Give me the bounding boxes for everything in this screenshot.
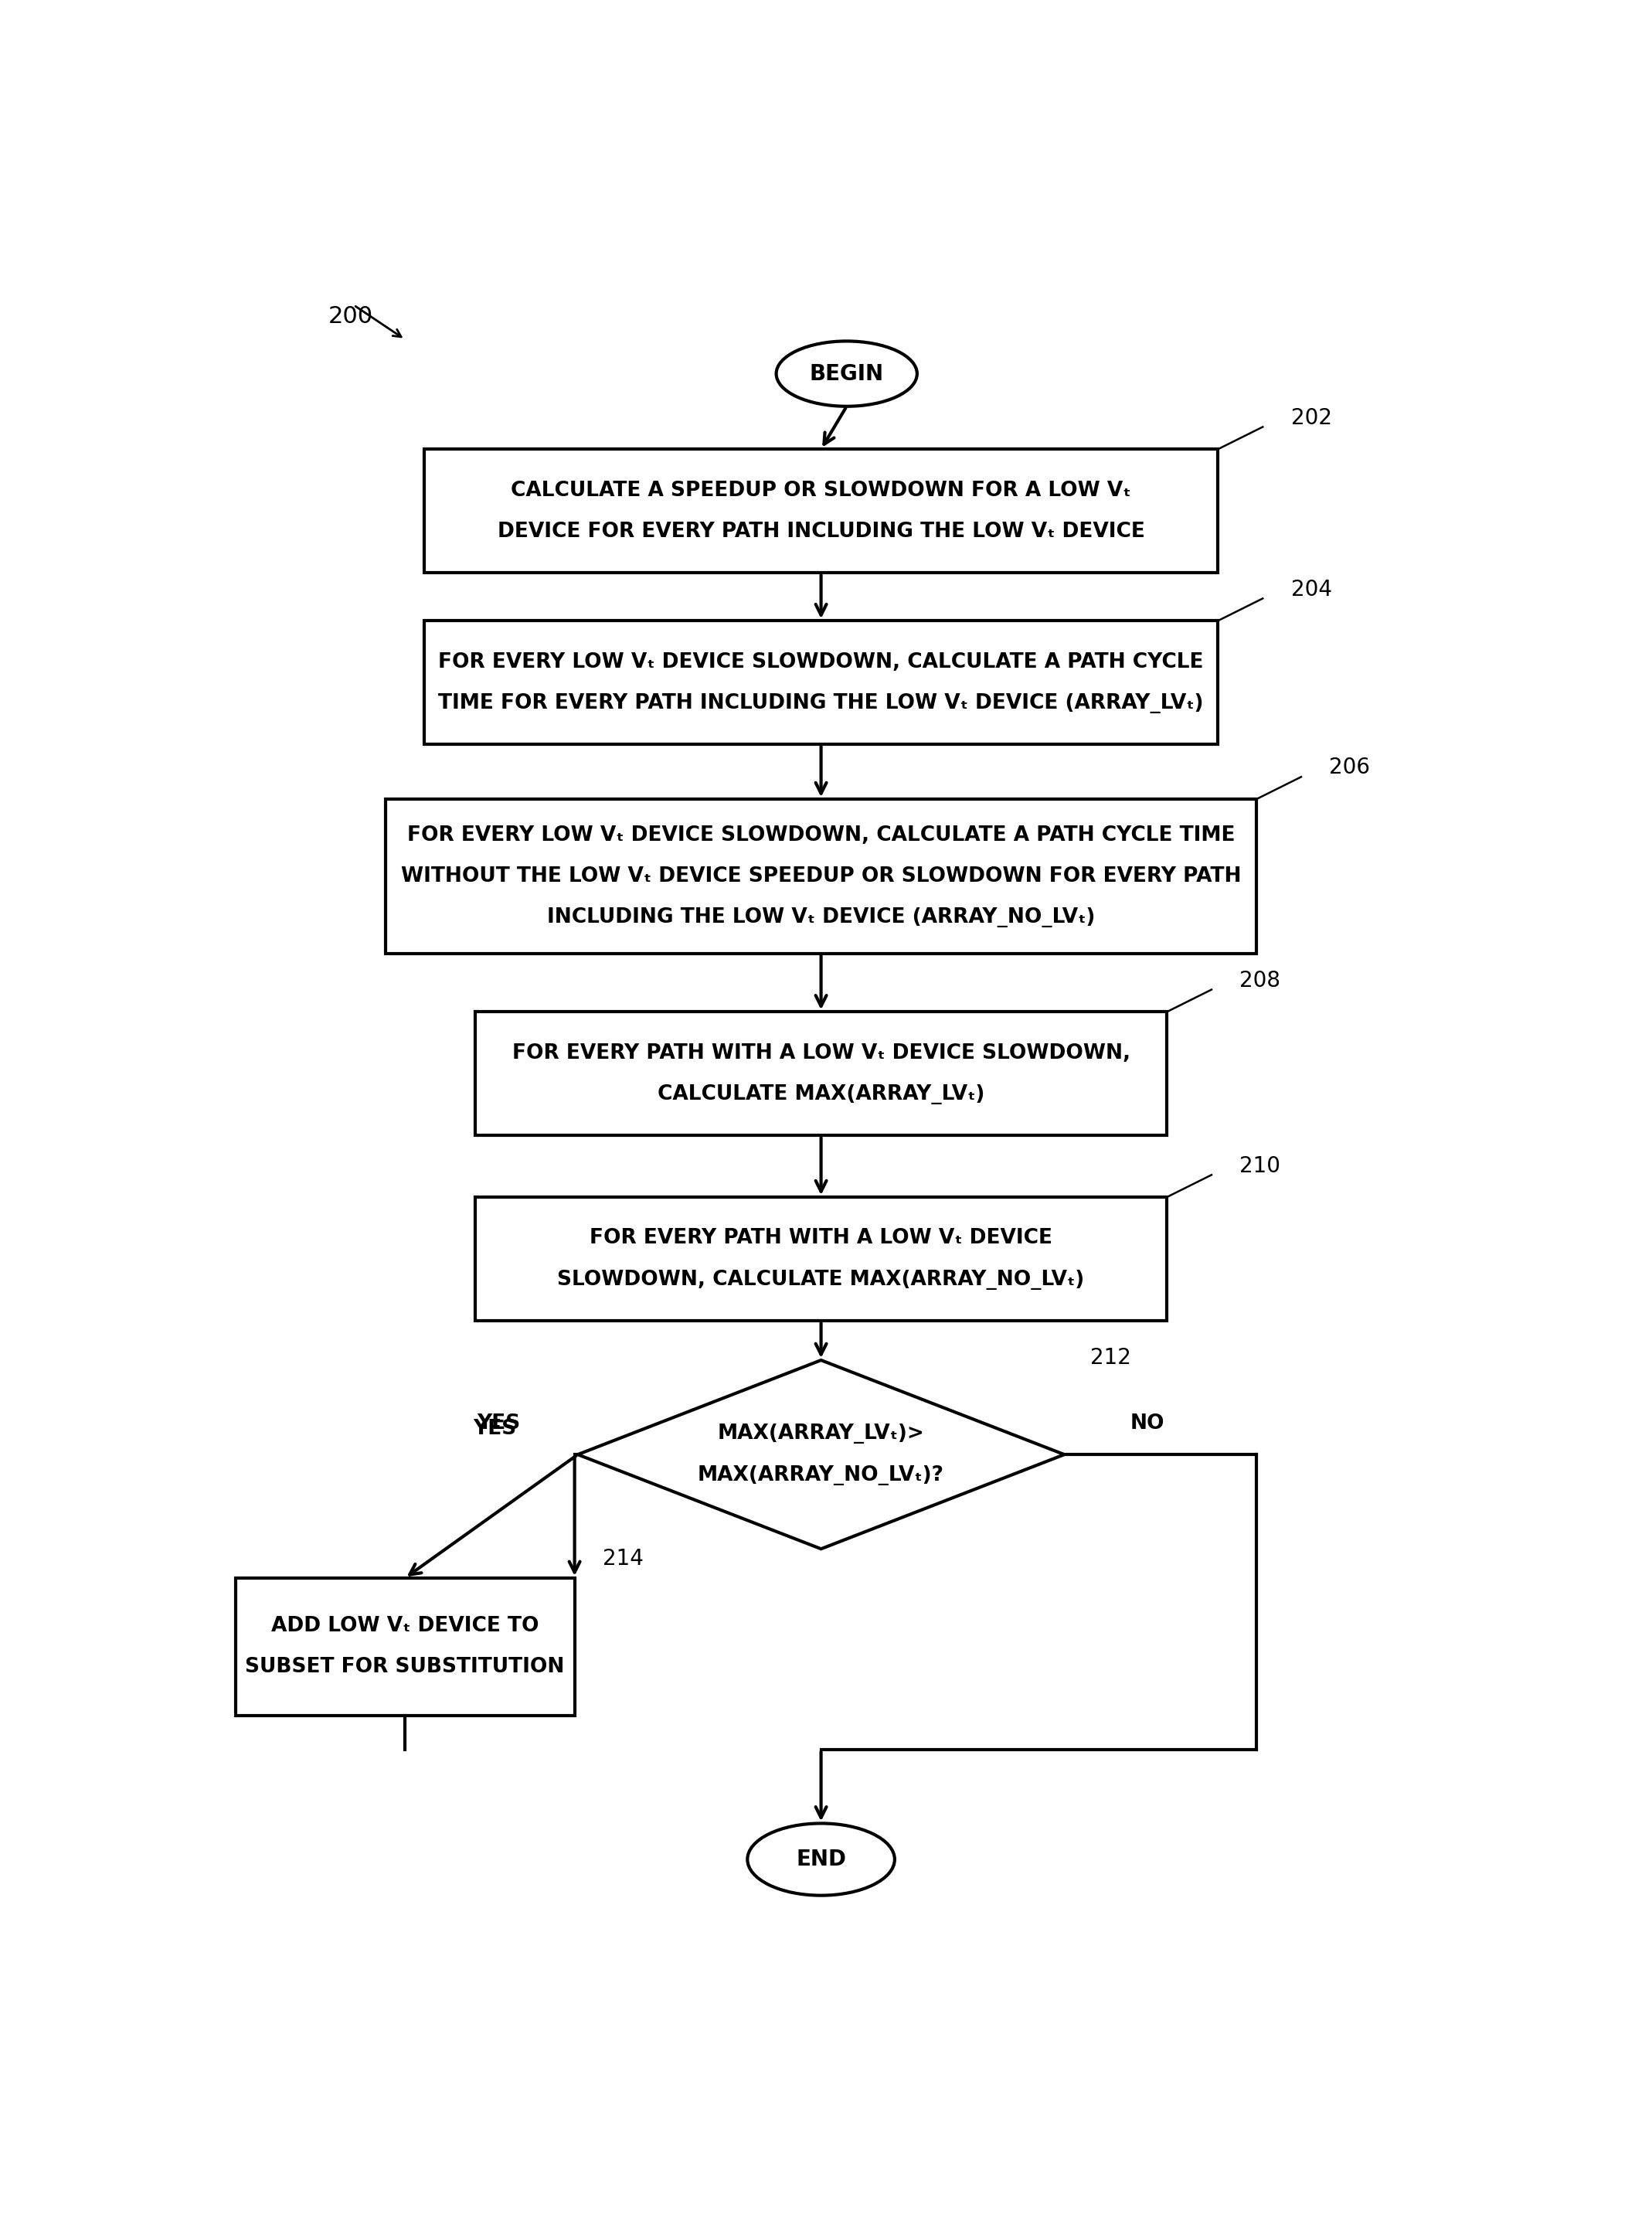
Text: MAX(ARRAY_LVₜ)>: MAX(ARRAY_LVₜ)>: [717, 1424, 925, 1444]
Text: FOR EVERY PATH WITH A LOW Vₜ DEVICE SLOWDOWN,: FOR EVERY PATH WITH A LOW Vₜ DEVICE SLOW…: [512, 1043, 1130, 1063]
Text: 208: 208: [1239, 969, 1280, 991]
Text: YES: YES: [477, 1413, 520, 1433]
Bar: [425, 622, 1218, 744]
Text: BEGIN: BEGIN: [809, 363, 884, 385]
Bar: [235, 1577, 575, 1716]
Text: MAX(ARRAY_NO_LVₜ)?: MAX(ARRAY_NO_LVₜ)?: [697, 1466, 945, 1486]
Text: 214: 214: [603, 1548, 644, 1569]
Text: 204: 204: [1290, 579, 1332, 599]
Text: END: END: [796, 1849, 846, 1869]
Text: TIME FOR EVERY PATH INCLUDING THE LOW Vₜ DEVICE (ARRAY_LVₜ): TIME FOR EVERY PATH INCLUDING THE LOW Vₜ…: [438, 693, 1204, 713]
Text: CALCULATE A SPEEDUP OR SLOWDOWN FOR A LOW Vₜ: CALCULATE A SPEEDUP OR SLOWDOWN FOR A LO…: [510, 481, 1132, 501]
Bar: [425, 450, 1218, 573]
Bar: [476, 1012, 1166, 1136]
Text: ADD LOW Vₜ DEVICE TO: ADD LOW Vₜ DEVICE TO: [271, 1615, 539, 1635]
Text: 206: 206: [1330, 758, 1370, 778]
Text: INCLUDING THE LOW Vₜ DEVICE (ARRAY_NO_LVₜ): INCLUDING THE LOW Vₜ DEVICE (ARRAY_NO_LV…: [547, 907, 1095, 927]
Text: CALCULATE MAX(ARRAY_LVₜ): CALCULATE MAX(ARRAY_LVₜ): [657, 1085, 985, 1105]
Text: 202: 202: [1290, 408, 1332, 428]
Bar: [476, 1196, 1166, 1321]
Text: NO: NO: [1130, 1413, 1165, 1433]
Text: FOR EVERY PATH WITH A LOW Vₜ DEVICE: FOR EVERY PATH WITH A LOW Vₜ DEVICE: [590, 1228, 1052, 1248]
Text: 212: 212: [1090, 1348, 1130, 1368]
Text: SUBSET FOR SUBSTITUTION: SUBSET FOR SUBSTITUTION: [244, 1658, 565, 1678]
Bar: [385, 800, 1257, 954]
Text: 210: 210: [1239, 1154, 1280, 1176]
Text: FOR EVERY LOW Vₜ DEVICE SLOWDOWN, CALCULATE A PATH CYCLE: FOR EVERY LOW Vₜ DEVICE SLOWDOWN, CALCUL…: [438, 653, 1204, 673]
Text: FOR EVERY LOW Vₜ DEVICE SLOWDOWN, CALCULATE A PATH CYCLE TIME: FOR EVERY LOW Vₜ DEVICE SLOWDOWN, CALCUL…: [406, 824, 1236, 844]
Text: SLOWDOWN, CALCULATE MAX(ARRAY_NO_LVₜ): SLOWDOWN, CALCULATE MAX(ARRAY_NO_LVₜ): [557, 1270, 1085, 1290]
Text: 200: 200: [329, 305, 373, 328]
Text: WITHOUT THE LOW Vₜ DEVICE SPEEDUP OR SLOWDOWN FOR EVERY PATH: WITHOUT THE LOW Vₜ DEVICE SPEEDUP OR SLO…: [401, 867, 1241, 887]
Text: YES: YES: [472, 1419, 517, 1439]
Text: DEVICE FOR EVERY PATH INCLUDING THE LOW Vₜ DEVICE: DEVICE FOR EVERY PATH INCLUDING THE LOW …: [497, 521, 1145, 541]
